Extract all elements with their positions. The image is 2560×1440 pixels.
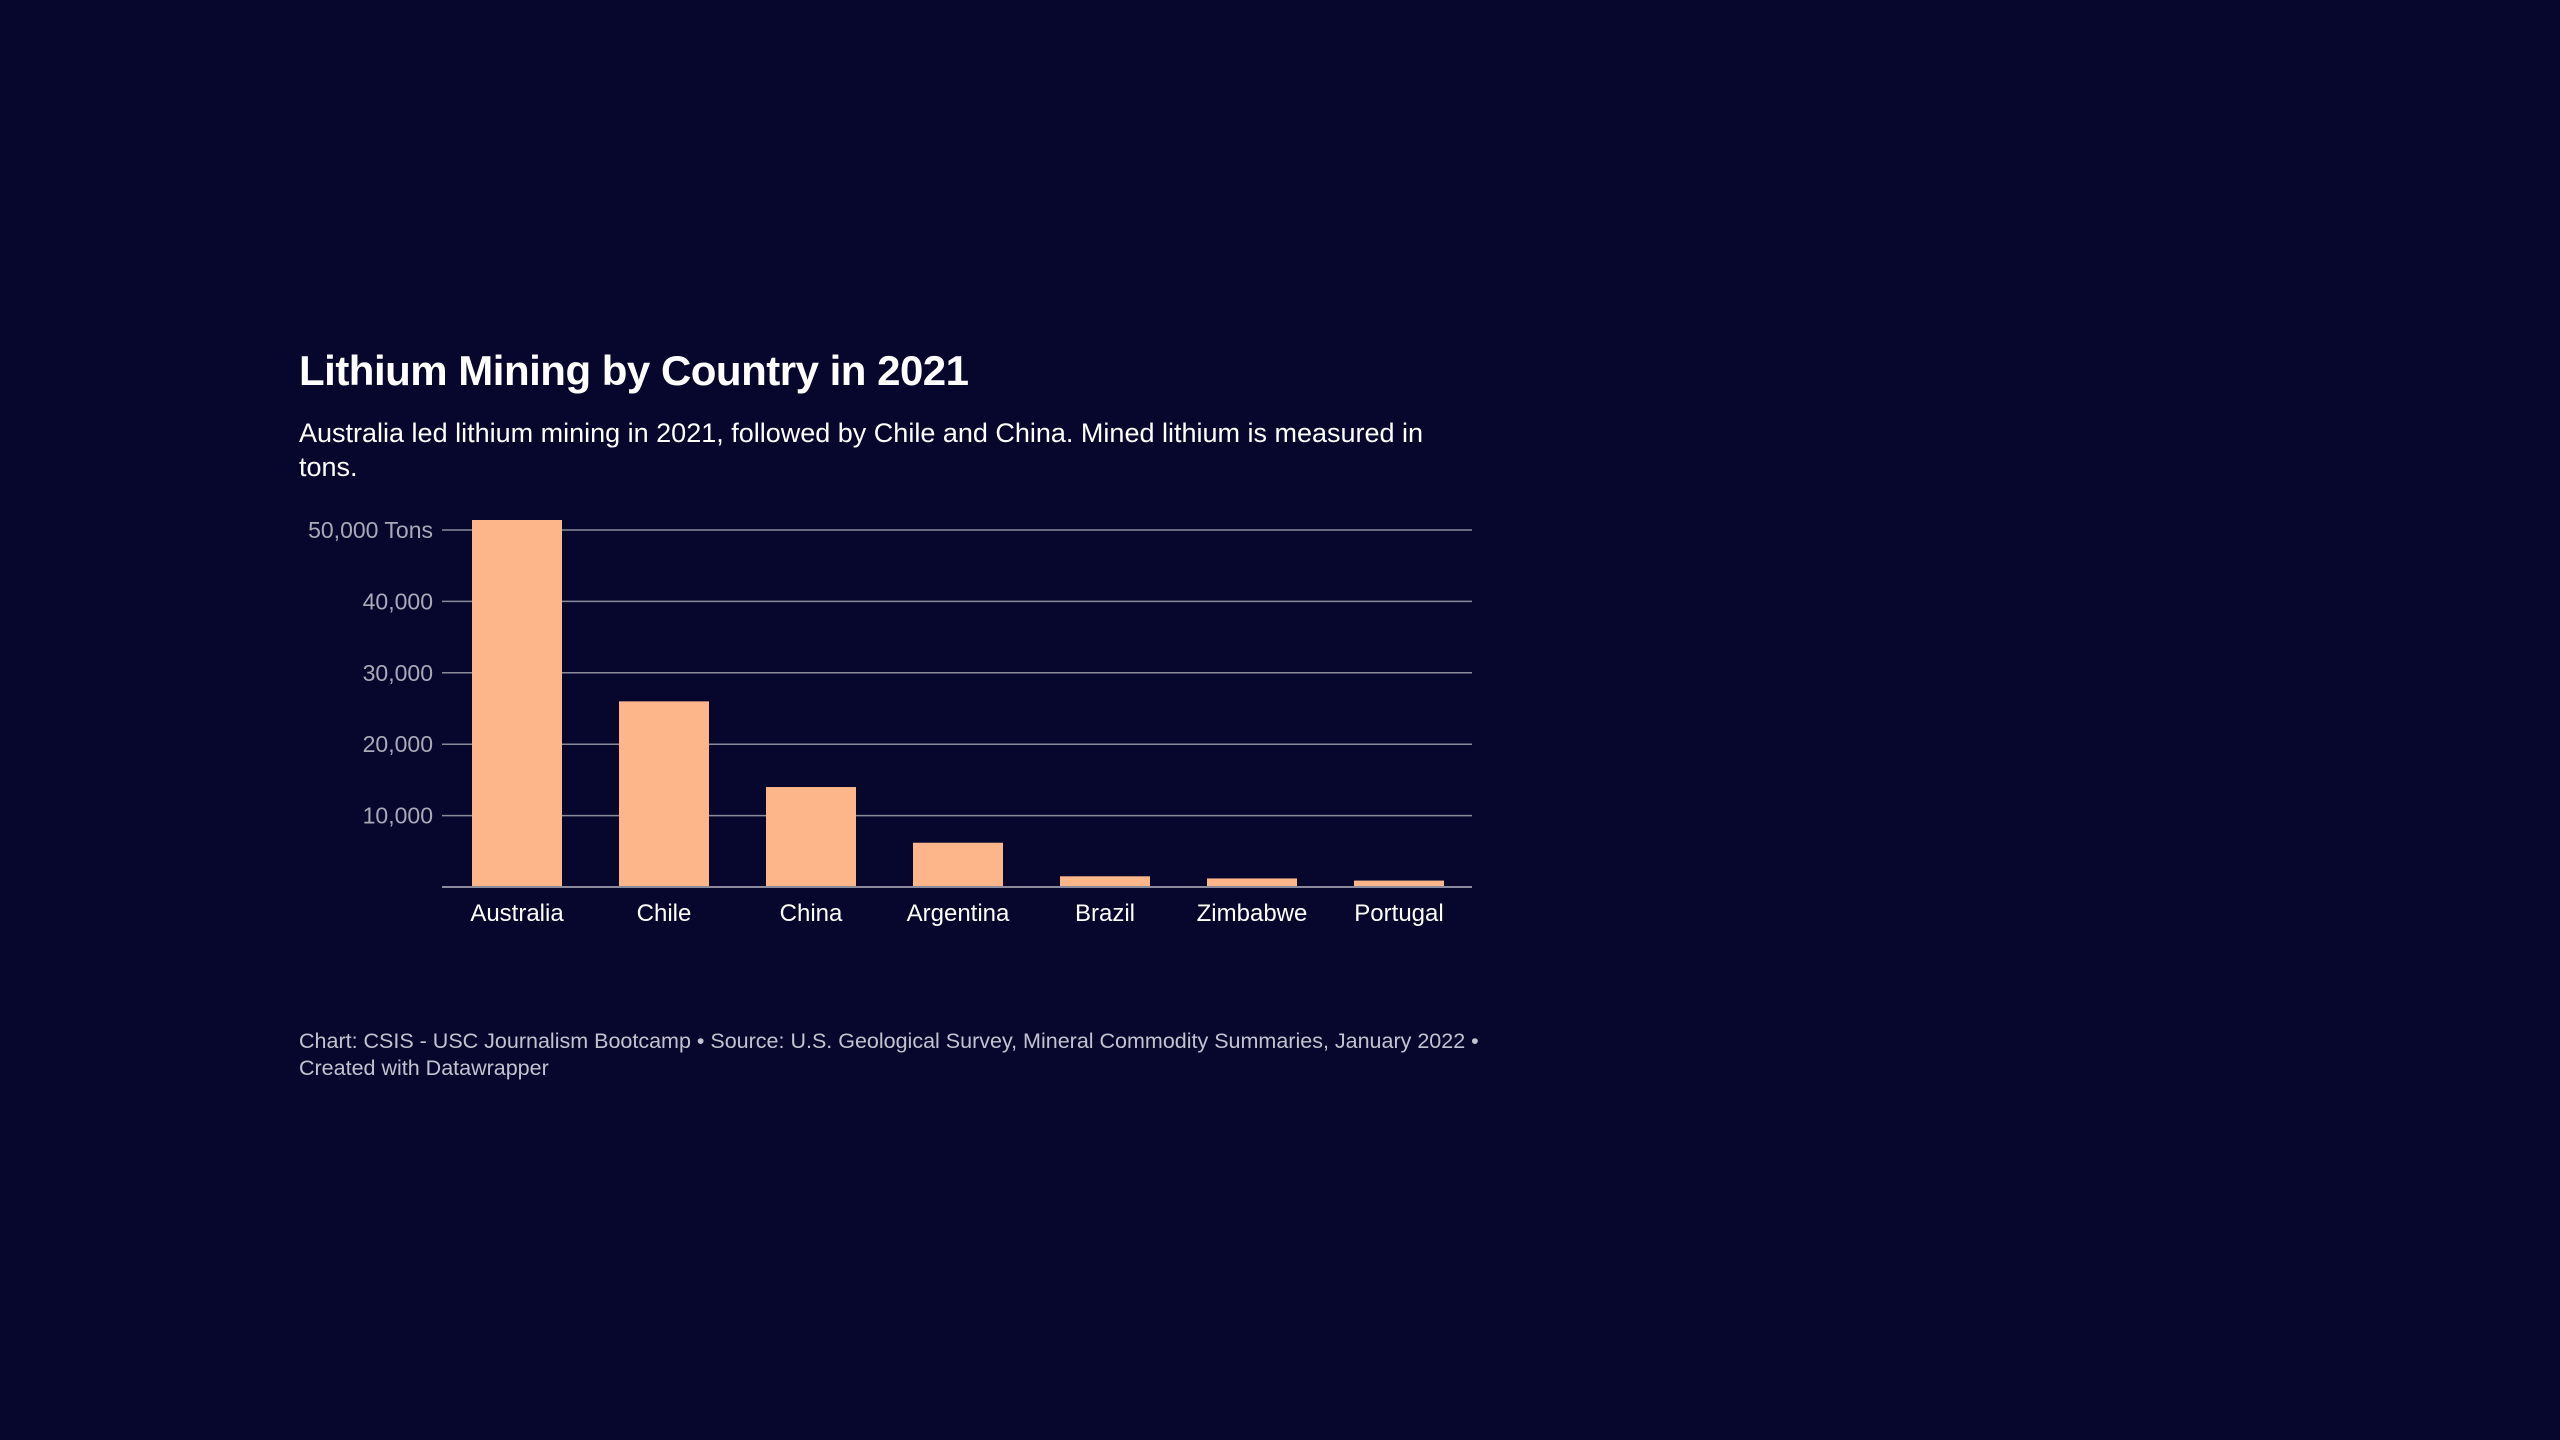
bar-brazil [1060, 876, 1150, 887]
x-category-label: Australia [470, 900, 564, 927]
x-category-label: Argentina [907, 900, 1010, 927]
bar-chile [619, 701, 709, 887]
gridlines [442, 529, 1472, 817]
y-tick-label: 50,000 Tons [308, 520, 433, 543]
y-tick-label: 30,000 [363, 660, 433, 686]
bar-zimbabwe [1207, 878, 1297, 887]
y-tick-label: 20,000 [363, 731, 433, 757]
bar-portugal [1354, 880, 1444, 887]
chart-title: Lithium Mining by Country in 2021 [299, 347, 969, 394]
chart-container: Lithium Mining by Country in 2021 Austra… [299, 347, 1479, 1080]
x-category-label: Portugal [1354, 900, 1443, 927]
bar-argentina [913, 842, 1003, 887]
bar-australia [472, 520, 562, 887]
bar-china [766, 787, 856, 887]
chart-footer: Chart: CSIS - USC Journalism Bootcamp • … [299, 1029, 1479, 1080]
x-category-label: China [780, 900, 843, 927]
y-tick-label: 10,000 [363, 803, 433, 829]
bar-chart-plot: 10,000 20,000 30,000 40,000 50,000 Tons Austr… [308, 520, 1472, 927]
x-category-label: Zimbabwe [1197, 900, 1308, 927]
chart-subtitle: Australia led lithium mining in 2021, fo… [299, 418, 1424, 483]
y-tick-label: 40,000 [363, 588, 433, 614]
x-category-label: Chile [637, 900, 692, 927]
bars [472, 520, 1444, 887]
axes: 10,000 20,000 30,000 40,000 50,000 Tons Austr… [308, 520, 1472, 927]
x-category-label: Brazil [1075, 900, 1135, 927]
